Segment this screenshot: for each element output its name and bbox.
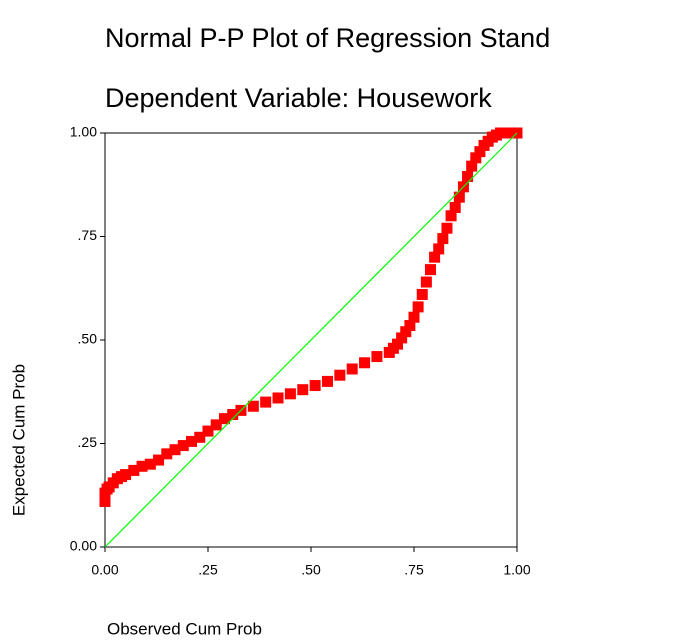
data-point xyxy=(470,152,482,164)
data-point xyxy=(416,288,428,300)
data-point xyxy=(412,301,424,313)
y-tick-label: .25 xyxy=(78,434,98,450)
data-point xyxy=(136,460,148,472)
data-point xyxy=(449,202,461,214)
data-point xyxy=(437,233,449,245)
data-point xyxy=(120,469,132,481)
data-point xyxy=(420,276,432,288)
data-point xyxy=(474,146,486,158)
x-axis-label: Observed Cum Prob xyxy=(107,619,262,638)
data-point xyxy=(260,396,272,408)
data-point xyxy=(396,332,408,344)
x-tick-label: .75 xyxy=(404,562,424,578)
y-axis-label: Expected Cum Prob xyxy=(9,364,28,516)
data-point xyxy=(462,170,474,182)
data-point xyxy=(429,251,441,263)
data-point xyxy=(210,419,222,431)
reference-line xyxy=(104,132,518,548)
y-tick-label: .50 xyxy=(78,331,98,347)
data-point xyxy=(247,400,259,412)
data-point xyxy=(466,160,478,172)
data-point xyxy=(392,338,404,350)
data-point xyxy=(359,357,371,369)
y-tick-label: .75 xyxy=(78,227,98,243)
data-point xyxy=(284,388,296,400)
data-point xyxy=(272,392,284,404)
data-point xyxy=(441,222,453,234)
data-point xyxy=(218,413,230,425)
data-point xyxy=(321,375,333,387)
data-point xyxy=(177,440,189,452)
data-point xyxy=(227,409,239,421)
data-point xyxy=(194,431,206,443)
data-point xyxy=(404,320,416,332)
data-point xyxy=(202,425,214,437)
chart-subtitle: Dependent Variable: Housework xyxy=(105,83,492,113)
data-point xyxy=(453,191,465,203)
y-tick-label: 1.00 xyxy=(70,124,97,140)
x-tick-label: .50 xyxy=(301,562,321,578)
data-point xyxy=(400,326,412,338)
data-point xyxy=(169,444,181,456)
data-point xyxy=(346,363,358,375)
data-point xyxy=(445,210,457,222)
data-point xyxy=(186,435,198,447)
y-tick-label: 0.00 xyxy=(70,538,97,554)
data-point xyxy=(161,448,173,460)
x-tick-label: 0.00 xyxy=(91,562,118,578)
data-point xyxy=(408,311,420,323)
plot-area: 0.00 .25 .50 .75 1.00 0.00 .25 .50 .75 1.00 xyxy=(70,124,531,578)
data-point xyxy=(433,243,445,255)
data-point xyxy=(424,264,436,276)
chart-title: Normal P-P Plot of Regression Stand xyxy=(105,23,550,53)
data-point xyxy=(153,454,165,466)
data-point xyxy=(309,380,321,392)
data-point xyxy=(334,369,346,381)
data-point xyxy=(297,384,309,396)
data-point xyxy=(128,464,140,476)
data-point xyxy=(144,458,156,470)
data-point xyxy=(371,351,383,363)
x-tick-label: 1.00 xyxy=(503,562,530,578)
x-tick-label: .25 xyxy=(198,562,218,578)
